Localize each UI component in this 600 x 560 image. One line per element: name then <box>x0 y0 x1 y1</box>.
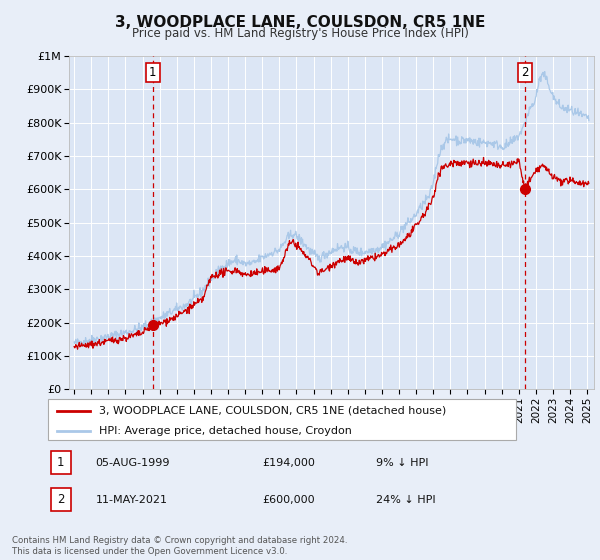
Text: Contains HM Land Registry data © Crown copyright and database right 2024.
This d: Contains HM Land Registry data © Crown c… <box>12 536 347 556</box>
Text: 2: 2 <box>521 66 529 79</box>
Text: HPI: Average price, detached house, Croydon: HPI: Average price, detached house, Croy… <box>100 426 352 436</box>
Text: £600,000: £600,000 <box>262 494 314 505</box>
Text: Price paid vs. HM Land Registry's House Price Index (HPI): Price paid vs. HM Land Registry's House … <box>131 27 469 40</box>
Text: 11-MAY-2021: 11-MAY-2021 <box>95 494 167 505</box>
Text: 3, WOODPLACE LANE, COULSDON, CR5 1NE: 3, WOODPLACE LANE, COULSDON, CR5 1NE <box>115 15 485 30</box>
FancyBboxPatch shape <box>50 451 71 474</box>
Text: 3, WOODPLACE LANE, COULSDON, CR5 1NE (detached house): 3, WOODPLACE LANE, COULSDON, CR5 1NE (de… <box>100 405 447 416</box>
Text: 2: 2 <box>57 493 64 506</box>
Text: £194,000: £194,000 <box>262 458 315 468</box>
Text: 24% ↓ HPI: 24% ↓ HPI <box>376 494 436 505</box>
FancyBboxPatch shape <box>48 399 516 440</box>
Text: 1: 1 <box>57 456 64 469</box>
Text: 05-AUG-1999: 05-AUG-1999 <box>95 458 170 468</box>
Text: 1: 1 <box>149 66 157 79</box>
Text: 9% ↓ HPI: 9% ↓ HPI <box>376 458 428 468</box>
FancyBboxPatch shape <box>50 488 71 511</box>
